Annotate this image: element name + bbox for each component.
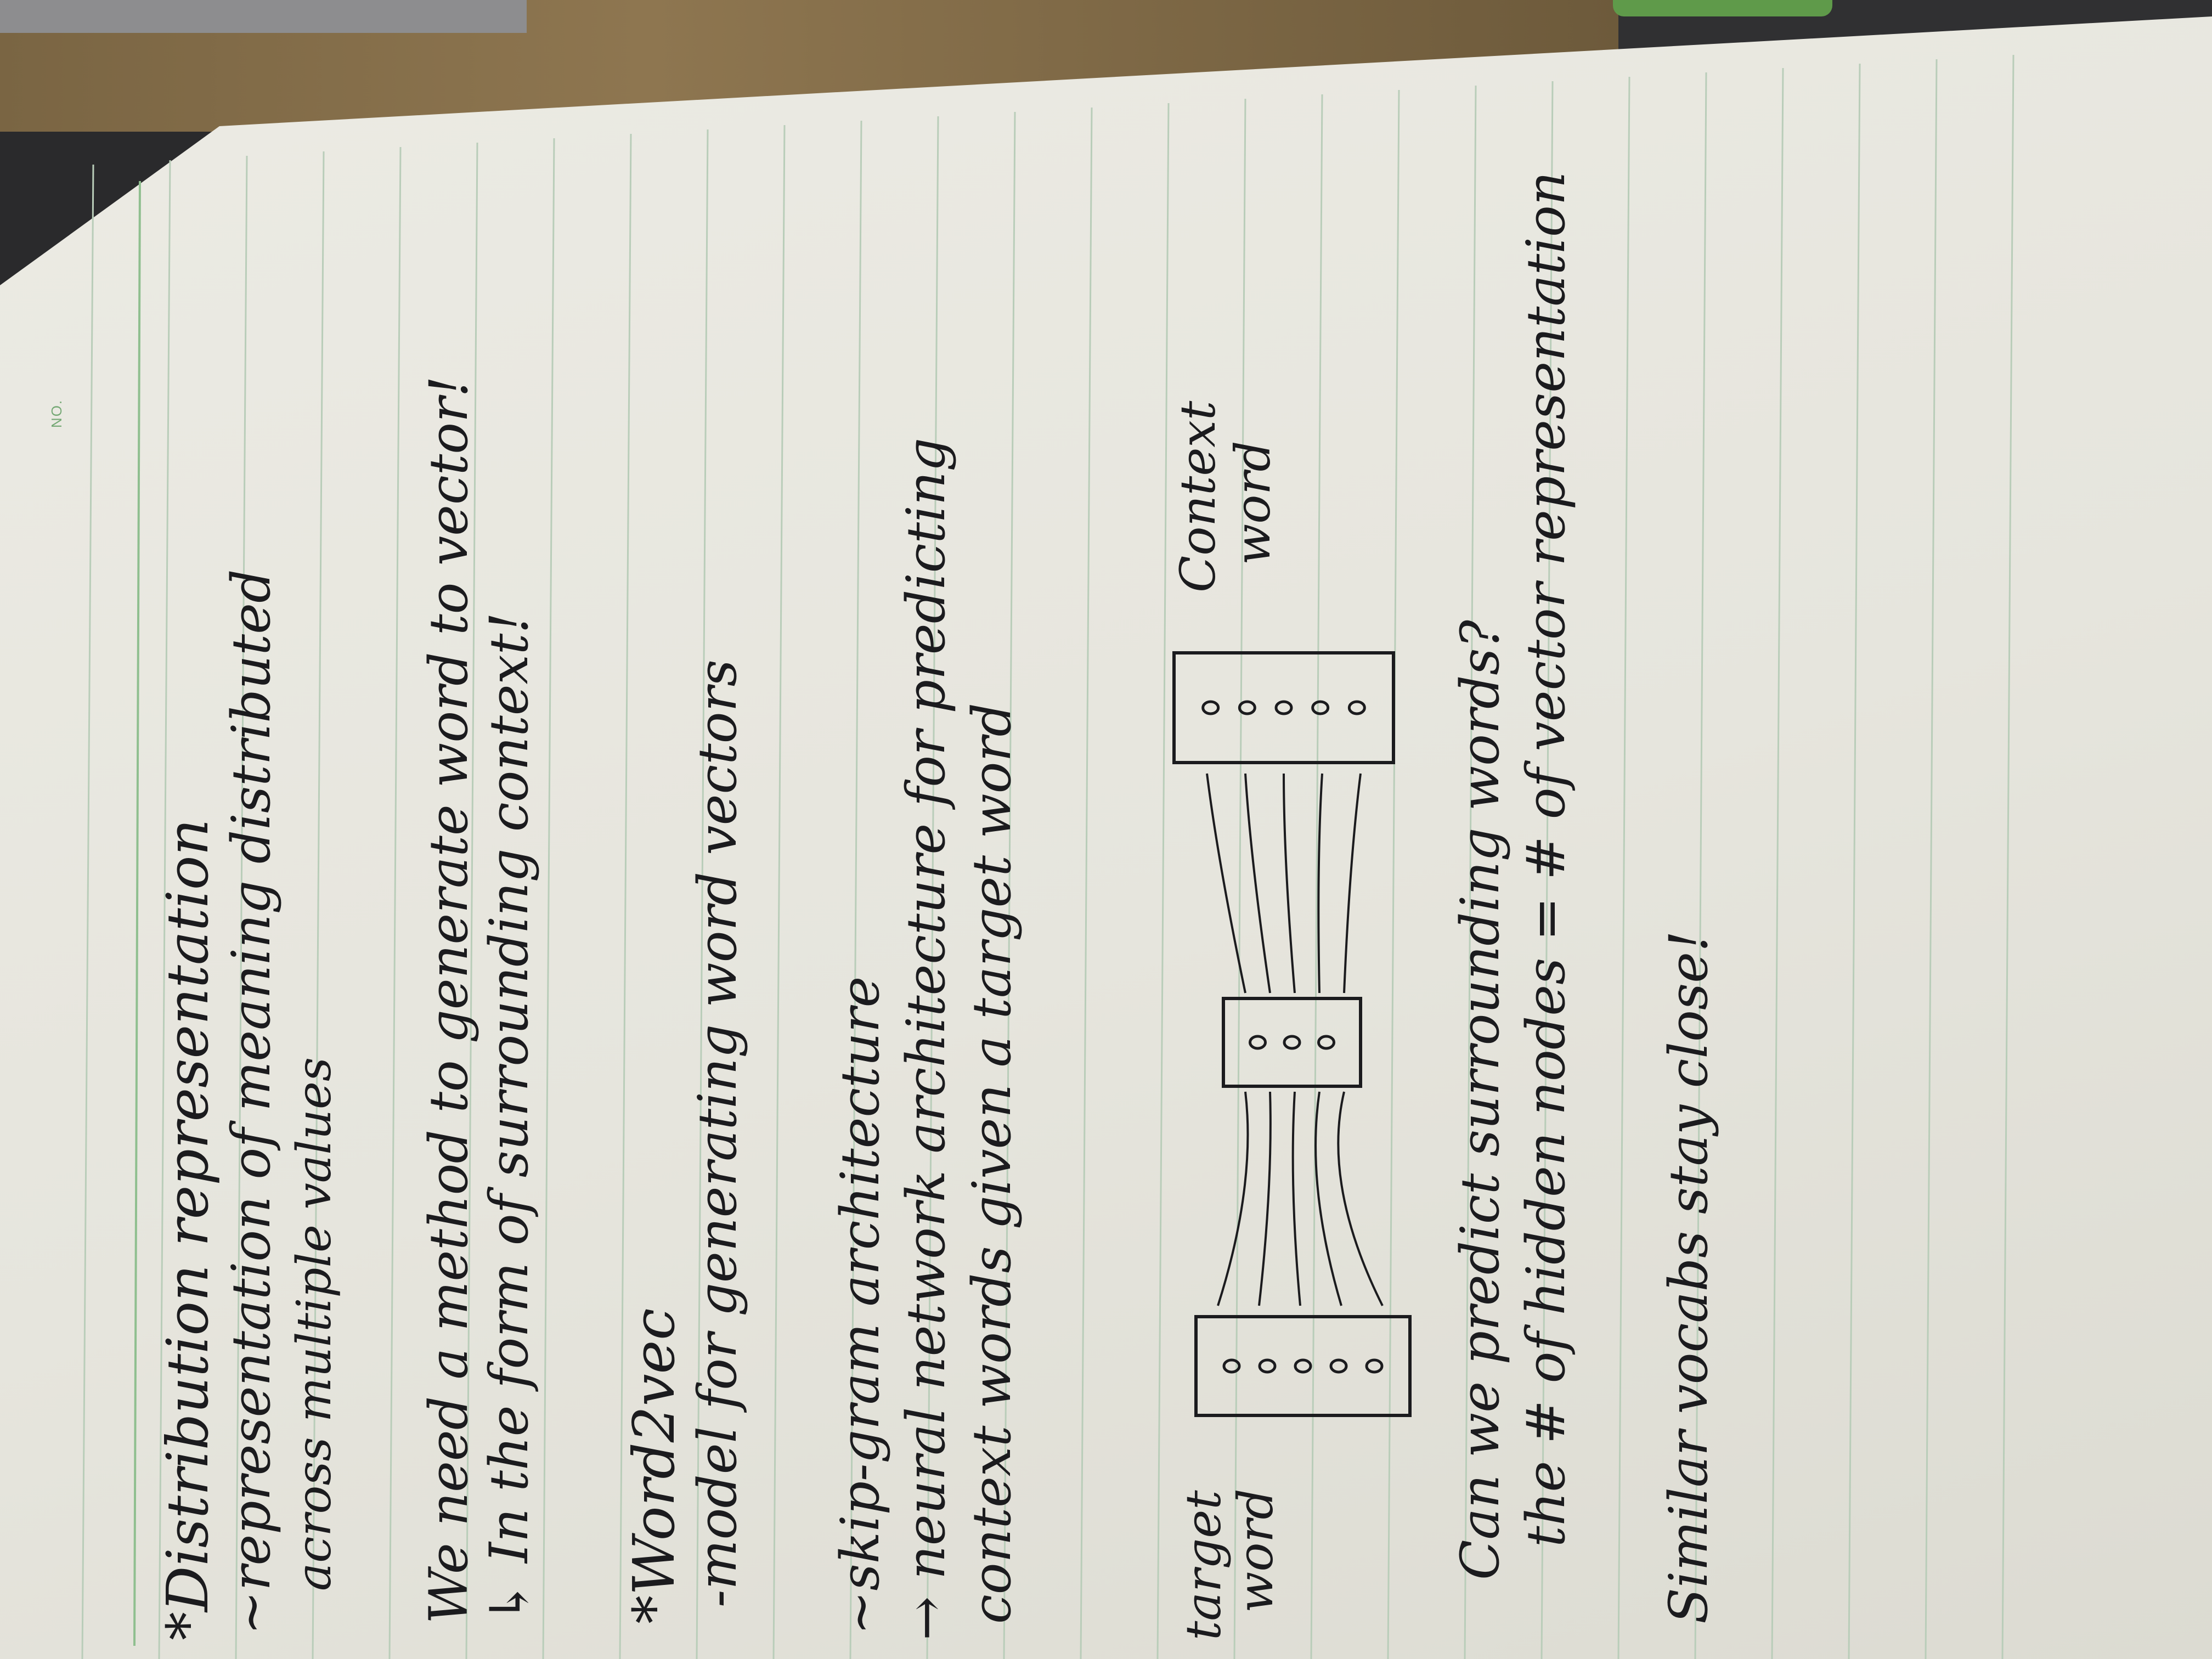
node bbox=[1347, 700, 1366, 715]
ruled-line bbox=[1464, 85, 1477, 1659]
note-line-9: → neural network architecture for predic… bbox=[895, 437, 957, 1640]
connection-line bbox=[1258, 1091, 1272, 1306]
node bbox=[1274, 700, 1293, 715]
ruled-line bbox=[1156, 103, 1170, 1659]
node bbox=[1329, 1358, 1348, 1374]
ruled-line bbox=[1233, 98, 1246, 1659]
output-layer-box bbox=[1172, 651, 1395, 764]
gray-object bbox=[0, 0, 527, 33]
ruled-line bbox=[465, 142, 478, 1659]
node bbox=[1201, 700, 1220, 715]
note-line-13: Similar vocabs stay close! bbox=[1658, 930, 1719, 1624]
node bbox=[1365, 1358, 1384, 1374]
note-line-10: context words given a target word bbox=[961, 703, 1023, 1624]
ruled-line bbox=[1080, 107, 1093, 1659]
note-line-6: *Word2vec bbox=[620, 1308, 687, 1624]
ruled-line bbox=[542, 138, 555, 1659]
ruled-line bbox=[1771, 67, 1784, 1659]
connection-line bbox=[1317, 773, 1323, 994]
note-line-7: -model for generating word vectors bbox=[687, 659, 748, 1607]
ruled-line bbox=[1003, 111, 1016, 1659]
green-object bbox=[1613, 0, 1832, 16]
ruled-line bbox=[1617, 76, 1630, 1659]
note-line-3: across multiple values bbox=[287, 1057, 342, 1591]
note-line-2: ~representation of meaning distributed bbox=[221, 569, 282, 1635]
connection-line bbox=[1314, 1091, 1342, 1306]
ruled-line bbox=[235, 155, 248, 1659]
note-line-5: ↳ In the form of surrounding context! bbox=[478, 612, 540, 1624]
connection-line bbox=[1217, 1091, 1249, 1306]
ruled-line bbox=[619, 133, 632, 1659]
margin-line bbox=[133, 180, 141, 1646]
note-line-4: We need a method to generate word to vec… bbox=[418, 376, 479, 1624]
diagram-input-label-1: target bbox=[1175, 1490, 1232, 1640]
connection-line bbox=[1244, 773, 1271, 994]
note-line-12: the # of hidden nodes = # of vector repr… bbox=[1515, 171, 1577, 1547]
ruled-lines bbox=[81, 54, 2015, 1659]
connection-line bbox=[1291, 1091, 1301, 1306]
note-line-1: *Distribution representation bbox=[154, 819, 221, 1641]
node bbox=[1294, 1358, 1312, 1374]
diagram-output-label-2: word bbox=[1224, 441, 1281, 565]
skip-gram-diagram bbox=[1172, 651, 1412, 1417]
ruled-line bbox=[81, 164, 94, 1659]
ruled-line bbox=[1848, 63, 1861, 1659]
connection-line bbox=[1206, 773, 1246, 994]
node bbox=[1238, 700, 1256, 715]
node bbox=[1283, 1035, 1301, 1050]
input-layer-box bbox=[1194, 1315, 1412, 1417]
ruled-line bbox=[772, 125, 786, 1659]
node bbox=[1258, 1358, 1277, 1374]
ruled-line bbox=[1541, 81, 1554, 1659]
hidden-layer-box bbox=[1222, 997, 1362, 1088]
ruled-line bbox=[158, 160, 171, 1659]
ruled-line bbox=[2001, 54, 2015, 1659]
ruled-line bbox=[1925, 59, 1938, 1659]
ruled-line bbox=[1310, 94, 1323, 1659]
connection-line bbox=[1337, 1091, 1384, 1306]
node bbox=[1249, 1035, 1267, 1050]
ruled-line bbox=[849, 120, 862, 1659]
ruled-line bbox=[388, 146, 402, 1659]
node bbox=[1311, 700, 1330, 715]
note-line-11: Can we predict surrounding words? bbox=[1449, 619, 1511, 1580]
note-line-8: ~skip-gram architecture bbox=[830, 976, 891, 1635]
ruled-line bbox=[312, 151, 325, 1659]
node bbox=[1222, 1358, 1241, 1374]
connection-line bbox=[1343, 773, 1362, 994]
connection-line bbox=[1283, 773, 1296, 994]
diagram-input-label-2: word bbox=[1227, 1488, 1284, 1613]
ruled-line bbox=[1694, 72, 1707, 1659]
node bbox=[1317, 1035, 1335, 1050]
ruled-line bbox=[1387, 89, 1400, 1659]
ruled-line bbox=[696, 129, 709, 1659]
diagram-output-label-1: Context bbox=[1170, 400, 1226, 592]
page-number-label: NO. bbox=[48, 399, 65, 428]
ruled-line bbox=[926, 116, 939, 1659]
